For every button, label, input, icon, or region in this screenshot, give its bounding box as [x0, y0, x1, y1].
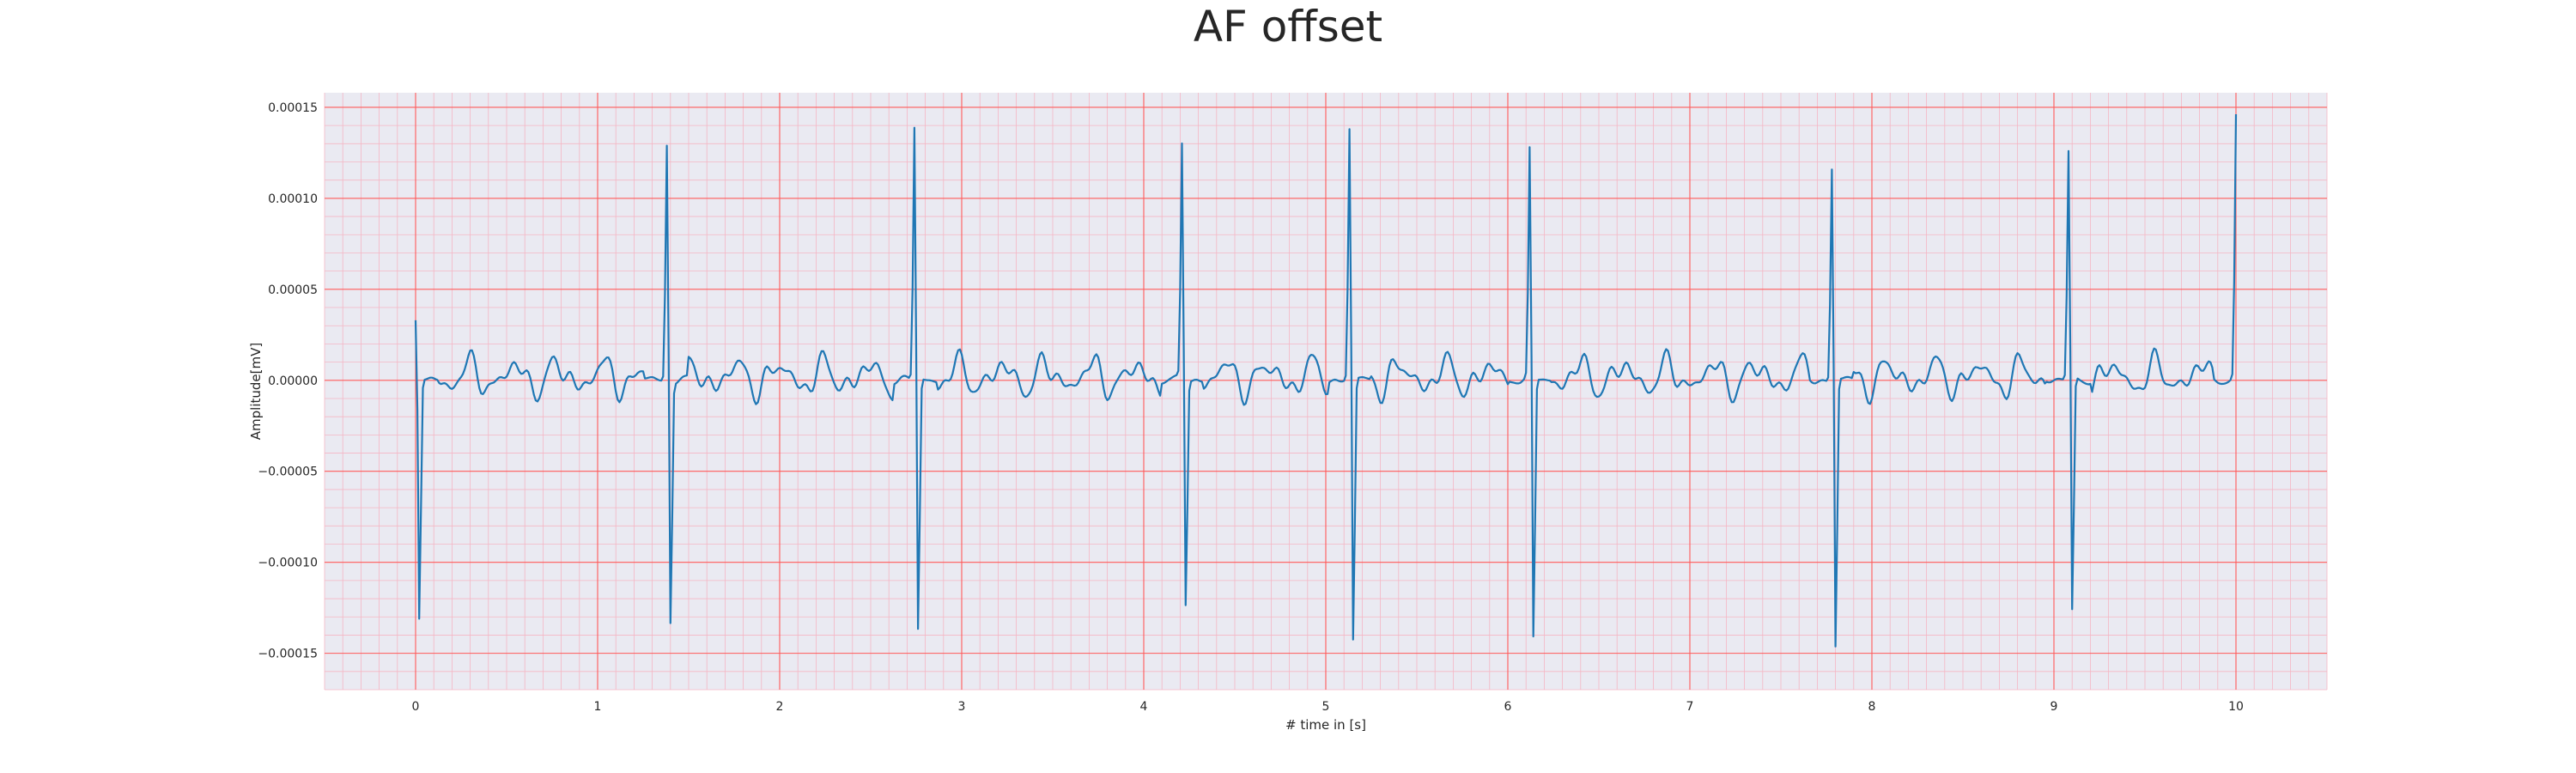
x-tick-label: 9 — [2050, 700, 2058, 714]
x-tick-label: 2 — [776, 700, 784, 714]
x-tick-label: 7 — [1686, 700, 1694, 714]
x-tick-label: 3 — [958, 700, 966, 714]
y-tick-label: −0.00015 — [258, 648, 318, 661]
series-line — [414, 113, 2238, 648]
x-tick-label: 8 — [1868, 700, 1876, 714]
x-tick-label: 1 — [594, 700, 602, 714]
y-axis: 0.00015 0.00010 0.00005 0.00000 −0.00005 −0.0… — [258, 101, 318, 661]
x-axis: 0 1 2 3 4 5 6 7 8 9 10 — [412, 700, 2244, 714]
x-tick-label: 10 — [2228, 700, 2244, 714]
series-layer — [414, 113, 2238, 648]
y-tick-label: −0.00010 — [258, 557, 318, 570]
y-tick-label: −0.00005 — [258, 466, 318, 479]
x-tick-label: 6 — [1504, 700, 1512, 714]
y-tick-label: 0.00010 — [268, 192, 318, 206]
chart-title: AF offset — [1193, 2, 1383, 52]
x-tick-label: 5 — [1322, 700, 1330, 714]
y-tick-label: 0.00015 — [268, 101, 318, 115]
y-tick-label: 0.00000 — [268, 374, 318, 388]
x-axis-label: # time in [s] — [1285, 717, 1366, 733]
x-tick-label: 4 — [1140, 700, 1148, 714]
y-axis-label: Amplitude[mV] — [248, 343, 264, 440]
y-tick-label: 0.00005 — [268, 283, 318, 297]
x-tick-label: 0 — [412, 700, 420, 714]
